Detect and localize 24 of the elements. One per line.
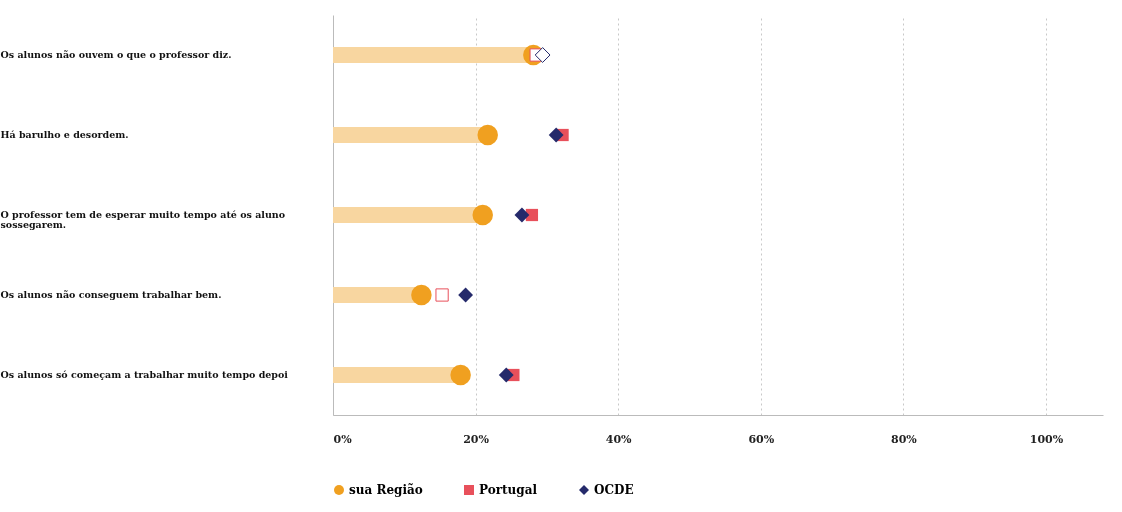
- point: [411, 284, 432, 306]
- y-tick-label: O professor tem de esperar muito tempo até os aluno sossegarem.: [0, 209, 286, 230]
- y-tick-label: Há barulho e desordem.: [0, 129, 129, 140]
- x-tick-label: 20%: [463, 432, 490, 446]
- point: [514, 207, 530, 223]
- x-tick-label: 100%: [1029, 432, 1064, 446]
- x-tick-label: 0%: [333, 432, 353, 446]
- y-tick-label: Os alunos só começam a trabalhar muito tempo depoi: [0, 369, 289, 380]
- legend-label: sua Região: [349, 483, 423, 497]
- y-tick-label: Os alunos não ouvem o que o professor diz.: [0, 49, 232, 60]
- point: [472, 204, 493, 226]
- point: [458, 287, 474, 303]
- x-tick-label: 60%: [748, 432, 775, 446]
- legend-label: OCDE: [594, 483, 634, 497]
- legend-label: Portugal: [479, 483, 538, 497]
- point: [450, 364, 471, 386]
- point: [435, 288, 449, 302]
- point: [477, 124, 498, 146]
- x-tick-label: 80%: [890, 432, 918, 446]
- point: [534, 47, 551, 63]
- y-tick-label: Os alunos não conseguem trabalhar bem.: [0, 289, 222, 300]
- point: [548, 127, 564, 143]
- point: [498, 367, 514, 383]
- x-tick-label: 40%: [605, 432, 633, 446]
